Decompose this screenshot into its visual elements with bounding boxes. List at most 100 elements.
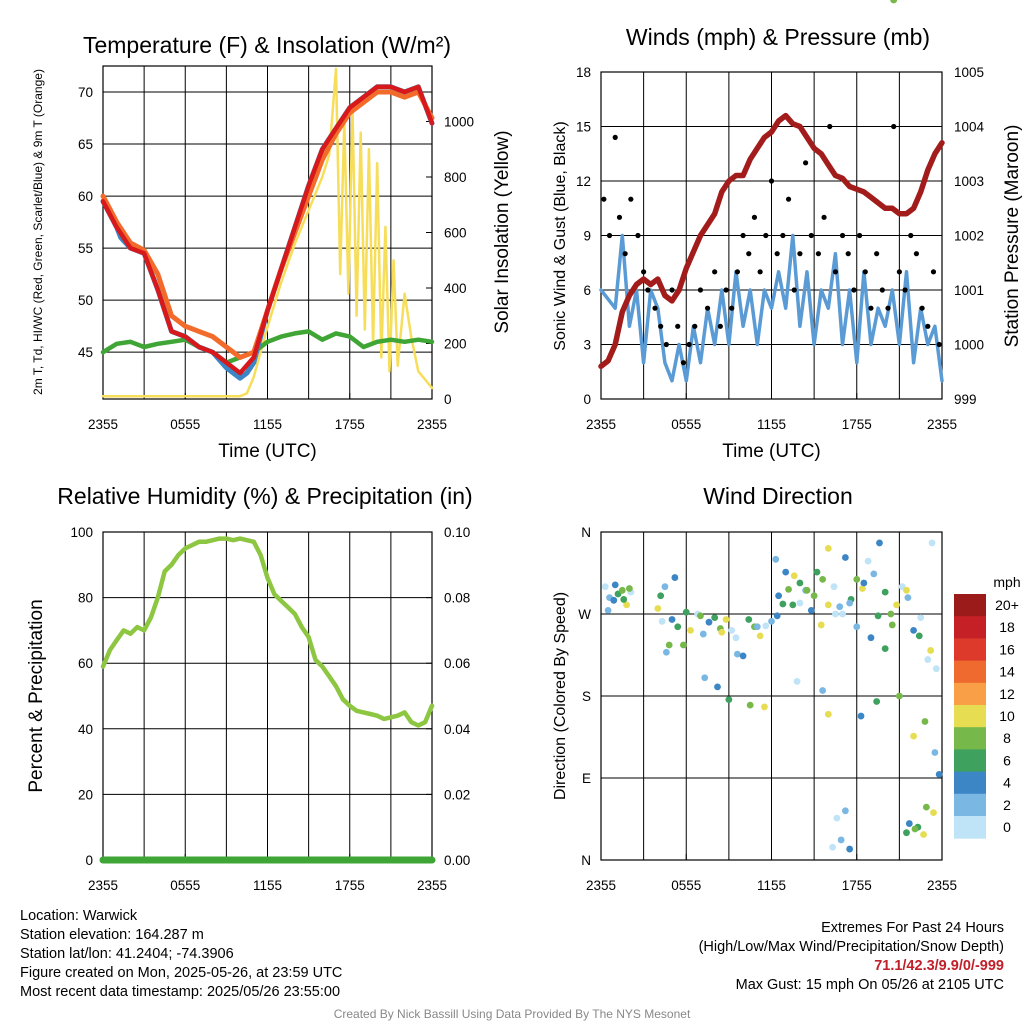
direction-point: [904, 594, 912, 601]
direction-point: [910, 732, 917, 740]
y-tick-label: 12: [576, 174, 591, 189]
y-tick-label: 18: [576, 65, 591, 80]
direction-point: [665, 641, 673, 649]
direction-point: [903, 586, 910, 594]
extremes-title: Extremes For Past 24 Hours: [821, 920, 1004, 936]
extremes-values: 71.1/42.3/9.9/0/-999: [874, 958, 1004, 974]
x-tick-label: 1755: [842, 417, 872, 432]
direction-point: [671, 574, 679, 581]
gust-point: [862, 269, 868, 275]
direction-point: [697, 612, 704, 620]
gust-point: [717, 323, 723, 329]
chart-title: Wind Direction: [703, 483, 853, 509]
gust-point: [879, 287, 885, 293]
y-tick-label: 20: [78, 787, 93, 802]
legend-label: 18: [999, 619, 1015, 635]
x-axis-label: Time (UTC): [722, 441, 821, 462]
x-tick-label: 2355: [586, 878, 616, 893]
direction-point: [807, 606, 815, 614]
y-tick-label: 0: [85, 853, 93, 868]
direction-point: [841, 554, 849, 561]
rh-line: [100, 536, 435, 728]
direction-point: [760, 703, 768, 711]
y-tick-label: 100: [70, 525, 93, 540]
gust-point: [839, 232, 846, 239]
y2-tick-label: 200: [444, 337, 467, 352]
direction-point: [803, 586, 811, 594]
legend-swatch: [954, 638, 986, 662]
legend-label: 14: [999, 664, 1015, 680]
y-tick-label: 9: [583, 229, 591, 244]
gust-point: [723, 287, 729, 293]
direction-point: [932, 665, 940, 673]
gust-point: [601, 196, 607, 202]
legend-label: 8: [1003, 730, 1011, 746]
gust-point: [821, 214, 827, 220]
gust-point: [622, 251, 628, 257]
legend-swatch: [954, 705, 986, 728]
extremes-info: Extremes For Past 24 Hours (High/Low/Max…: [699, 919, 1004, 995]
x-tick-label: 2355: [417, 878, 447, 893]
direction-point: [810, 592, 818, 600]
gust-point: [896, 269, 902, 275]
y-tick-label: 55: [78, 241, 93, 256]
pressure-line: [598, 112, 945, 370]
x-tick-label: 0555: [170, 417, 200, 432]
gust-point: [902, 287, 908, 293]
direction-point: [813, 568, 821, 576]
y2-axis-label: Station Pressure (Maroon): [1002, 125, 1023, 348]
x-tick-label: 1755: [335, 878, 365, 893]
y2-tick-label: 0.02: [444, 787, 470, 802]
direction-panel: 2355 0555 1155 1755 2355 Wind Direction N E S W N D…: [552, 0, 957, 893]
direction-point: [819, 575, 827, 583]
y-axis-label: Sonic Wind & Gust (Blue, Black): [552, 121, 569, 350]
legend-label: 16: [999, 641, 1015, 657]
y-axis-label: Percent & Precipitation: [26, 599, 47, 792]
gust-point: [675, 323, 681, 329]
y-axis-label: Direction (Colored By Speed): [552, 592, 569, 800]
direction-point: [922, 803, 930, 811]
direction-point: [846, 845, 854, 853]
wind-panel: 2355 0555 1155 1755 2355 Winds (mph) & Pressu…: [552, 24, 1023, 462]
y-tick-label: W: [578, 607, 591, 622]
gust-point: [692, 323, 698, 329]
temp-panel: 2355 0555 1155 1755 2355 Temperature (F) & In…: [31, 32, 513, 462]
direction-point: [893, 601, 900, 609]
x-tick-label: 2355: [88, 417, 118, 432]
y-tick-label: 50: [78, 293, 93, 308]
direction-point: [915, 632, 923, 640]
direction-point: [931, 749, 939, 756]
gust-point: [740, 232, 746, 239]
gust-point: [763, 232, 769, 239]
direction-point: [873, 698, 881, 705]
direction-point: [924, 656, 932, 663]
direction-point: [734, 650, 741, 658]
x-tick-label: 1755: [842, 878, 872, 893]
gust-point: [658, 323, 664, 329]
direction-point: [745, 616, 753, 623]
x-tick-label: 0555: [671, 417, 701, 432]
legend-label: 10: [999, 708, 1015, 724]
direction-legend: mph 20+ 18 16 14 12 10 8 6 4 2 0: [954, 574, 1021, 839]
y-tick-label: 70: [78, 85, 93, 100]
direction-point: [789, 601, 797, 609]
direction-point: [620, 596, 628, 603]
direction-point: [790, 572, 798, 580]
direction-point: [604, 606, 612, 614]
direction-point: [867, 634, 875, 642]
gust-point: [751, 214, 758, 220]
direction-point: [841, 807, 849, 815]
y-tick-label: 3: [583, 338, 591, 353]
gust-point: [919, 305, 925, 311]
gust-point: [628, 196, 634, 202]
direction-point: [819, 687, 827, 694]
gust-point: [606, 232, 613, 239]
legend-swatch: [954, 660, 986, 684]
gust-point: [868, 305, 874, 311]
y2-tick-label: 1000: [954, 338, 984, 353]
y2-tick-label: 1004: [954, 120, 985, 135]
latlon-text: Station lat/lon: 41.2404; -74.3906: [20, 946, 234, 962]
gust-point: [768, 178, 775, 184]
legend-swatch: [954, 594, 986, 617]
direction-point: [611, 581, 619, 589]
